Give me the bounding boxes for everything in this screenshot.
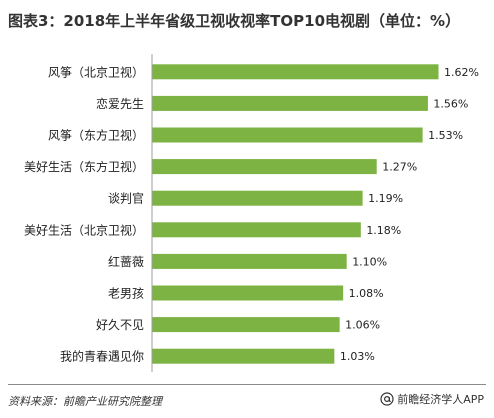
category-label: 老男孩	[108, 287, 144, 301]
value-label: 1.03%	[340, 350, 375, 363]
footer-divider	[8, 384, 486, 385]
source-note: 资料来源：前瞻产业研究院整理	[8, 395, 162, 408]
value-label: 1.53%	[428, 129, 463, 142]
category-label: 风筝（东方卫视）	[48, 128, 144, 143]
category-label: 美好生活（北京卫视）	[24, 222, 144, 237]
bar	[152, 317, 340, 333]
value-label: 1.19%	[368, 192, 403, 205]
category-label: 好久不见	[96, 318, 144, 332]
value-label: 1.06%	[345, 319, 380, 332]
bar	[152, 190, 363, 206]
category-label: 红蔷薇	[108, 254, 144, 269]
value-label: 1.18%	[366, 224, 401, 237]
value-label: 1.27%	[382, 161, 417, 174]
category-label: 恋爱先生	[96, 96, 144, 111]
bar-chart: 风筝（北京卫视） 1.62% 恋爱先生 1.56% 风筝（东方卫视） 1.53% 美好生活（…	[24, 54, 479, 372]
category-label: 我的青春遇见你	[60, 349, 144, 364]
bar	[152, 127, 423, 143]
value-label: 1.10%	[352, 255, 387, 268]
credit-label: 前瞻经济学人APP	[397, 393, 484, 406]
category-label: 美好生活（东方卫视）	[24, 159, 144, 174]
category-label: 风筝（北京卫视）	[48, 64, 144, 79]
bar	[152, 95, 428, 111]
bar	[152, 159, 377, 175]
value-label: 1.08%	[349, 287, 384, 300]
bar	[152, 222, 361, 238]
at-sign-icon	[380, 392, 394, 406]
credit: 前瞻经济学人APP	[380, 391, 484, 407]
value-label: 1.56%	[433, 97, 468, 110]
value-label: 1.62%	[444, 66, 479, 79]
bar	[152, 253, 347, 269]
bar	[152, 285, 344, 301]
bar	[152, 348, 335, 364]
footer: 资料来源：前瞻产业研究院整理 前瞻经济学人APP	[0, 384, 494, 418]
category-label: 谈判官	[108, 191, 144, 206]
bar	[152, 64, 439, 80]
chart-title: 图表3：2018年上半年省级卫视收视率TOP10电视剧（单位：%）	[8, 12, 461, 30]
